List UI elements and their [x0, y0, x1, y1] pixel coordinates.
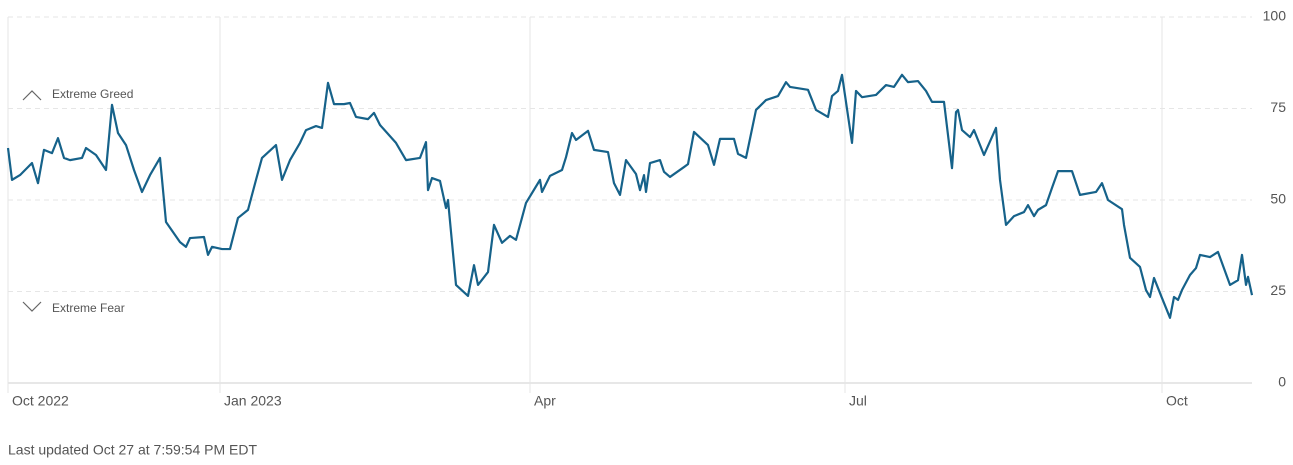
annotation: Extreme Fear	[52, 301, 125, 315]
y-tick-label: 50	[1270, 191, 1286, 207]
y-tick-label: 75	[1270, 99, 1286, 115]
y-tick-label: 0	[1278, 374, 1286, 390]
footer: Last updated Oct 27 at 7:59:54 PM EDT	[8, 442, 257, 458]
fear-chevron	[22, 301, 42, 312]
x-tick-label: Oct	[1166, 393, 1188, 409]
x-tick-label: Jul	[849, 393, 867, 409]
series-line	[6, 73, 1254, 319]
x-tick-label: Jan 2023	[224, 393, 282, 409]
x-tick-label: Apr	[534, 393, 556, 409]
greed-chevron	[22, 90, 42, 101]
x-tick-label: Oct 2022	[12, 393, 69, 409]
y-tick-label: 25	[1270, 282, 1286, 298]
y-tick-label: 100	[1263, 8, 1287, 24]
annotation: Extreme Greed	[52, 87, 133, 101]
